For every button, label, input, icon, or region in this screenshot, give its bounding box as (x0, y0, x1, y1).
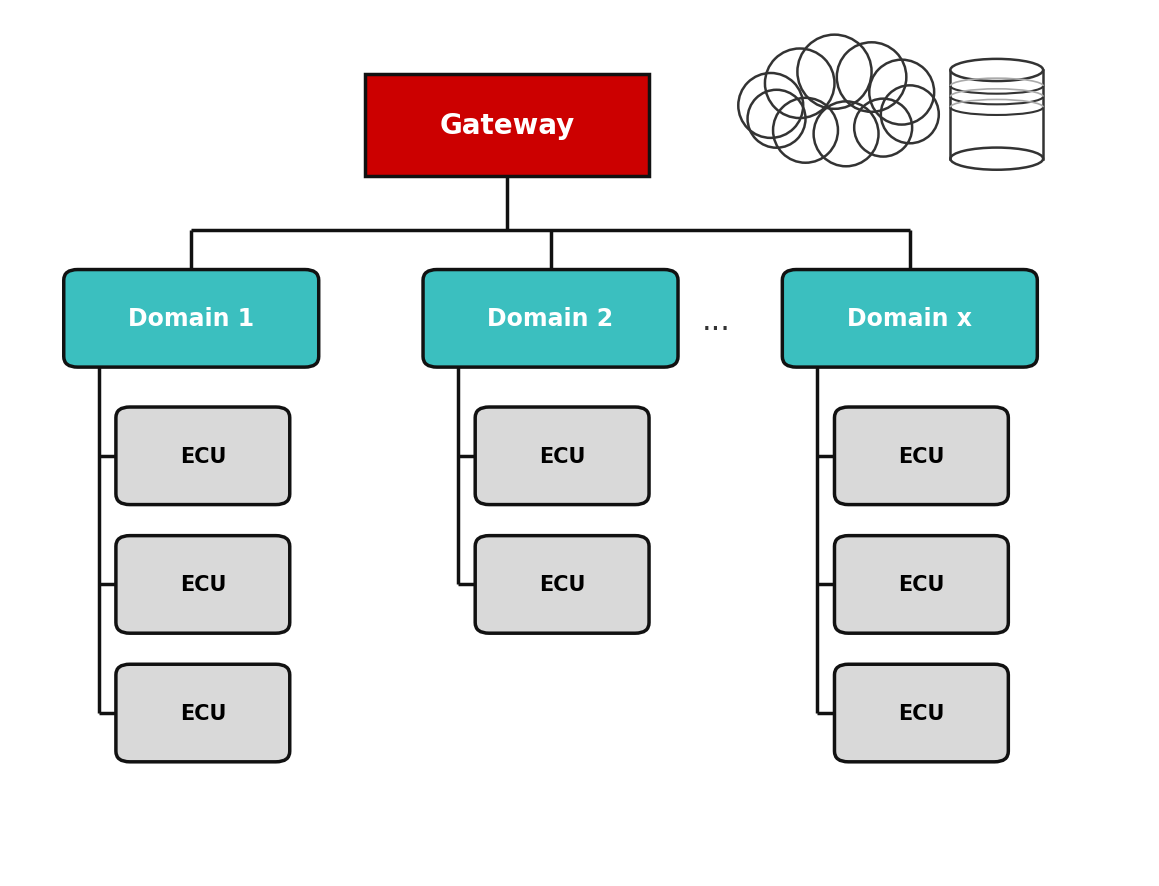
FancyBboxPatch shape (834, 408, 1008, 505)
FancyBboxPatch shape (834, 664, 1008, 762)
Text: ECU: ECU (180, 447, 226, 466)
Text: ECU: ECU (898, 703, 945, 723)
FancyBboxPatch shape (365, 75, 649, 177)
Text: Domain x: Domain x (847, 307, 972, 331)
Text: Gateway: Gateway (439, 113, 575, 140)
Text: ECU: ECU (898, 575, 945, 595)
FancyBboxPatch shape (475, 536, 649, 633)
Ellipse shape (748, 90, 806, 149)
Ellipse shape (881, 86, 939, 144)
Ellipse shape (869, 60, 934, 126)
FancyBboxPatch shape (116, 536, 290, 633)
Ellipse shape (773, 98, 838, 164)
Ellipse shape (854, 99, 912, 158)
Ellipse shape (950, 148, 1043, 170)
FancyBboxPatch shape (475, 408, 649, 505)
FancyBboxPatch shape (423, 270, 678, 368)
FancyBboxPatch shape (116, 664, 290, 762)
FancyBboxPatch shape (64, 270, 319, 368)
FancyBboxPatch shape (782, 270, 1037, 368)
Ellipse shape (797, 35, 872, 110)
Text: ECU: ECU (898, 447, 945, 466)
Text: ECU: ECU (539, 447, 585, 466)
Text: ECU: ECU (539, 575, 585, 595)
FancyBboxPatch shape (116, 408, 290, 505)
Text: Domain 1: Domain 1 (129, 307, 254, 331)
Ellipse shape (837, 43, 906, 113)
Ellipse shape (765, 50, 834, 119)
Ellipse shape (814, 102, 879, 167)
Text: ECU: ECU (180, 703, 226, 723)
Bar (950, 71, 1043, 159)
FancyBboxPatch shape (834, 536, 1008, 633)
Ellipse shape (738, 74, 803, 139)
Text: Domain 2: Domain 2 (488, 307, 613, 331)
Text: ECU: ECU (180, 575, 226, 595)
Ellipse shape (950, 59, 1043, 82)
Text: ...: ... (702, 307, 730, 335)
